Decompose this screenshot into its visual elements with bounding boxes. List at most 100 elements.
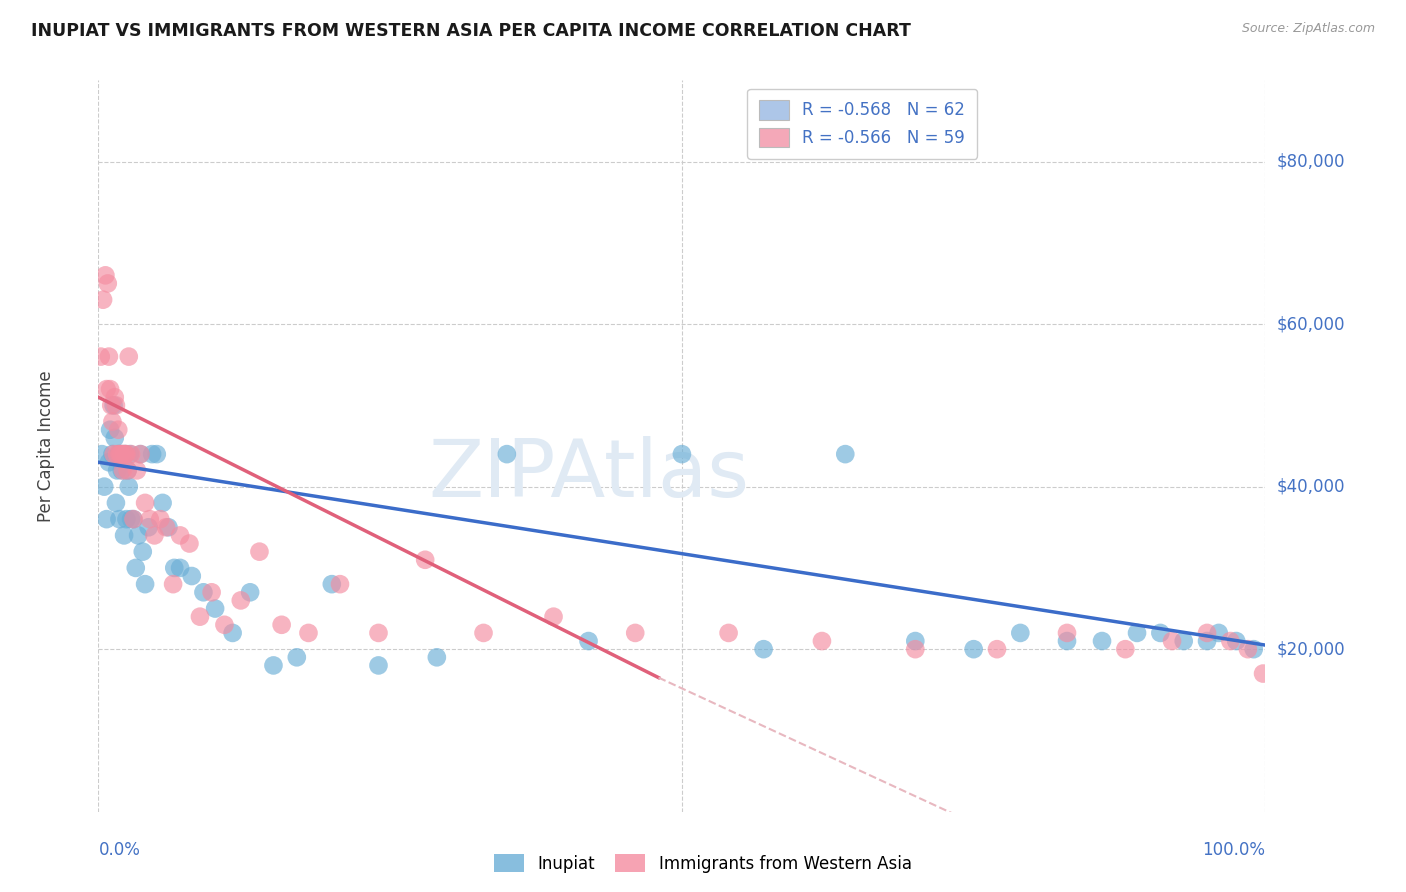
Point — [188, 609, 211, 624]
Point — [367, 658, 389, 673]
Point — [98, 382, 121, 396]
Point — [111, 447, 134, 461]
Point — [120, 447, 142, 461]
Point — [100, 398, 122, 412]
Point — [104, 398, 127, 412]
Point — [179, 536, 201, 550]
Point — [1149, 626, 1171, 640]
Text: $20,000: $20,000 — [1277, 640, 1346, 658]
Point — [1114, 642, 1136, 657]
Point — [157, 520, 180, 534]
Text: Per Capita Income: Per Capita Income — [37, 370, 55, 522]
Point — [717, 626, 740, 640]
Point — [114, 447, 136, 461]
Point — [146, 447, 169, 461]
Point — [103, 398, 125, 412]
Point — [96, 382, 118, 396]
Point — [1219, 634, 1241, 648]
Point — [97, 455, 120, 469]
Point — [127, 528, 149, 542]
Point — [671, 447, 693, 461]
Point — [134, 577, 156, 591]
Point — [141, 447, 163, 461]
Point — [103, 447, 125, 461]
Point — [105, 463, 128, 477]
Point — [104, 390, 127, 404]
Point — [904, 634, 927, 648]
Point — [129, 447, 152, 461]
Point — [811, 634, 834, 648]
Point — [1126, 626, 1149, 640]
Point — [96, 512, 118, 526]
Point — [122, 512, 145, 526]
Point — [367, 626, 389, 640]
Point — [118, 350, 141, 364]
Text: Source: ZipAtlas.com: Source: ZipAtlas.com — [1241, 22, 1375, 36]
Point — [413, 553, 436, 567]
Point — [108, 447, 131, 461]
Point — [204, 601, 226, 615]
Point — [329, 577, 352, 591]
Point — [111, 463, 134, 477]
Point — [98, 423, 121, 437]
Point — [104, 431, 127, 445]
Point — [117, 463, 139, 477]
Point — [239, 585, 262, 599]
Legend: Inupiat, Immigrants from Western Asia: Inupiat, Immigrants from Western Asia — [488, 847, 918, 880]
Point — [1225, 634, 1247, 648]
Point — [132, 544, 155, 558]
Point — [138, 520, 160, 534]
Point — [122, 512, 145, 526]
Point — [543, 609, 565, 624]
Point — [262, 658, 284, 673]
Point — [117, 463, 139, 477]
Text: 100.0%: 100.0% — [1202, 841, 1265, 859]
Point — [1173, 634, 1195, 648]
Legend: R = -0.568   N = 62, R = -0.566   N = 59: R = -0.568 N = 62, R = -0.566 N = 59 — [748, 88, 977, 159]
Point — [201, 585, 224, 599]
Point — [90, 447, 112, 461]
Point — [578, 634, 600, 648]
Point — [94, 268, 117, 283]
Point — [155, 520, 177, 534]
Point — [1056, 626, 1078, 640]
Point — [904, 642, 927, 657]
Point — [962, 642, 984, 657]
Point — [270, 617, 292, 632]
Point — [101, 447, 124, 461]
Point — [118, 480, 141, 494]
Point — [1161, 634, 1184, 648]
Point — [97, 350, 120, 364]
Point — [110, 447, 132, 461]
Point — [193, 585, 215, 599]
Point — [1195, 626, 1218, 640]
Text: $60,000: $60,000 — [1277, 315, 1346, 333]
Point — [115, 447, 138, 461]
Point — [107, 423, 129, 437]
Point — [834, 447, 856, 461]
Point — [129, 447, 152, 461]
Point — [149, 512, 172, 526]
Point — [472, 626, 495, 640]
Point — [152, 496, 174, 510]
Point — [986, 642, 1008, 657]
Point — [1010, 626, 1032, 640]
Text: $40,000: $40,000 — [1277, 477, 1346, 496]
Point — [496, 447, 519, 461]
Point — [221, 626, 243, 640]
Point — [104, 496, 127, 510]
Text: $80,000: $80,000 — [1277, 153, 1346, 170]
Point — [214, 617, 236, 632]
Text: ZIPAtlas: ZIPAtlas — [427, 436, 749, 515]
Point — [107, 447, 129, 461]
Point — [118, 447, 141, 461]
Text: INUPIAT VS IMMIGRANTS FROM WESTERN ASIA PER CAPITA INCOME CORRELATION CHART: INUPIAT VS IMMIGRANTS FROM WESTERN ASIA … — [31, 22, 911, 40]
Point — [90, 350, 112, 364]
Point — [624, 626, 647, 640]
Point — [1208, 626, 1230, 640]
Point — [143, 528, 166, 542]
Point — [229, 593, 252, 607]
Point — [97, 277, 120, 291]
Point — [162, 577, 184, 591]
Point — [112, 447, 135, 461]
